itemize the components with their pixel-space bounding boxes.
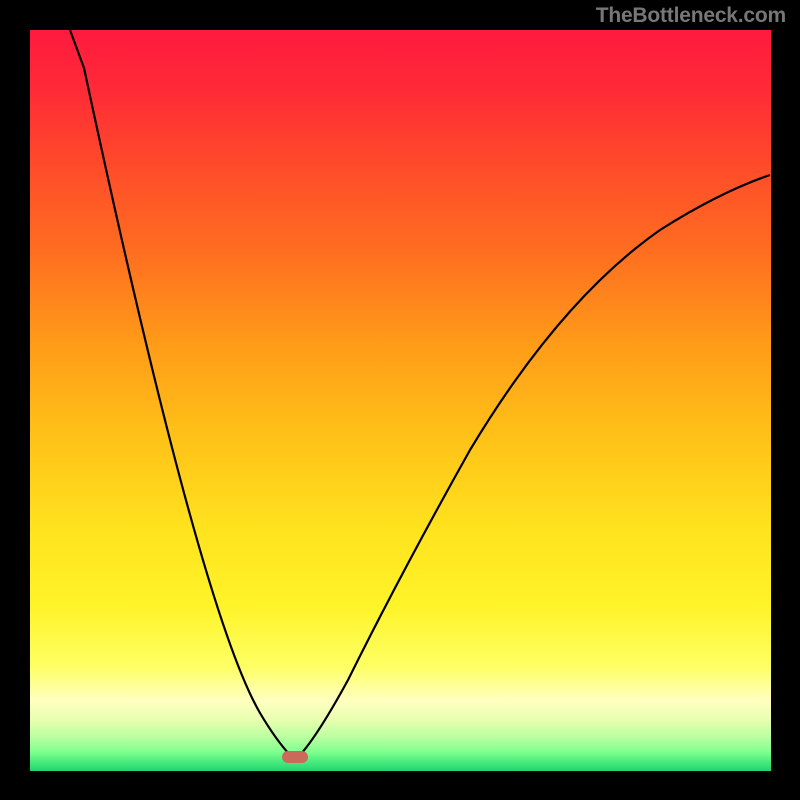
plot-background	[30, 30, 771, 771]
watermark-text: TheBottleneck.com	[596, 4, 786, 28]
chart-svg	[0, 0, 800, 800]
chart-container: TheBottleneck.com	[0, 0, 800, 800]
vertex-marker	[282, 751, 308, 763]
